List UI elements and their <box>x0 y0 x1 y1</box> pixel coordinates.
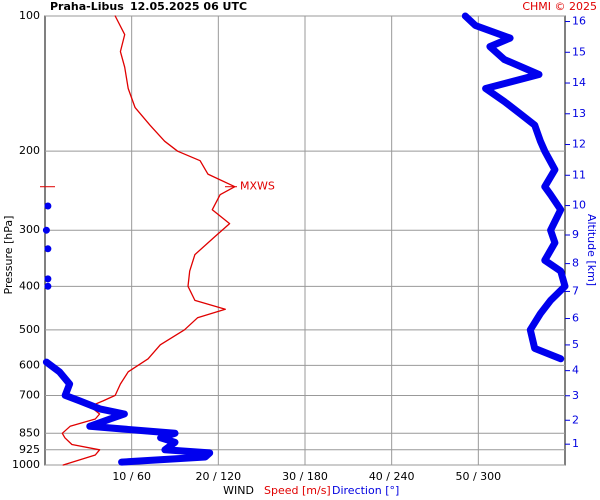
y-tick-label: 700 <box>19 388 40 401</box>
x-tick-label: 40 / 240 <box>369 470 415 483</box>
x-tick-label: 10 / 60 <box>112 470 151 483</box>
x-tick-label: 50 / 300 <box>455 470 501 483</box>
y-tick-label: 100 <box>19 9 40 22</box>
y-tick-label: 200 <box>19 144 40 157</box>
y2-tick-label: 4 <box>572 364 579 377</box>
annotation: MXWS <box>240 180 275 193</box>
chart-title: Praha-Libus <box>50 0 124 13</box>
y2-tick-label: 3 <box>572 389 579 402</box>
y-axis-label: Pressure [hPa] <box>2 216 15 295</box>
y2-tick-label: 9 <box>572 228 579 241</box>
y2-tick-label: 8 <box>572 257 579 270</box>
y-tick-label: 925 <box>19 443 40 456</box>
x-axis-label-speed: Speed [m/s] <box>264 484 331 497</box>
x-tick-label: 20 / 120 <box>195 470 241 483</box>
x-axis-label-direction: Direction [°] <box>332 484 399 497</box>
y-tick-label: 850 <box>19 426 40 439</box>
y2-tick-label: 13 <box>572 107 586 120</box>
y2-tick-label: 16 <box>572 15 586 28</box>
y2-tick-label: 1 <box>572 437 579 450</box>
chart-subtitle: 12.05.2025 06 UTC <box>130 0 247 13</box>
y-tick-label: 1000 <box>12 458 40 471</box>
credit: CHMI © 2025 <box>522 0 597 13</box>
y2-tick-label: 7 <box>572 284 579 297</box>
y2-axis-label: Altitude [km] <box>585 214 598 286</box>
y-tick-label: 600 <box>19 358 40 371</box>
y2-tick-label: 5 <box>572 338 579 351</box>
y2-tick-label: 14 <box>572 76 586 89</box>
x-axis-label: WIND <box>223 484 254 497</box>
series-line <box>61 15 236 466</box>
y2-tick-label: 10 <box>572 199 586 212</box>
y2-tick-label: 12 <box>572 138 586 151</box>
y-tick-label: 500 <box>19 323 40 336</box>
y2-tick-label: 2 <box>572 413 579 426</box>
x-tick-label: 30 / 180 <box>282 470 328 483</box>
y-tick-label: 300 <box>19 223 40 236</box>
y2-tick-label: 6 <box>572 312 579 325</box>
y-tick-label: 400 <box>19 279 40 292</box>
y2-tick-label: 15 <box>572 45 586 58</box>
series-line <box>42 12 569 466</box>
y2-tick-label: 11 <box>572 168 586 181</box>
